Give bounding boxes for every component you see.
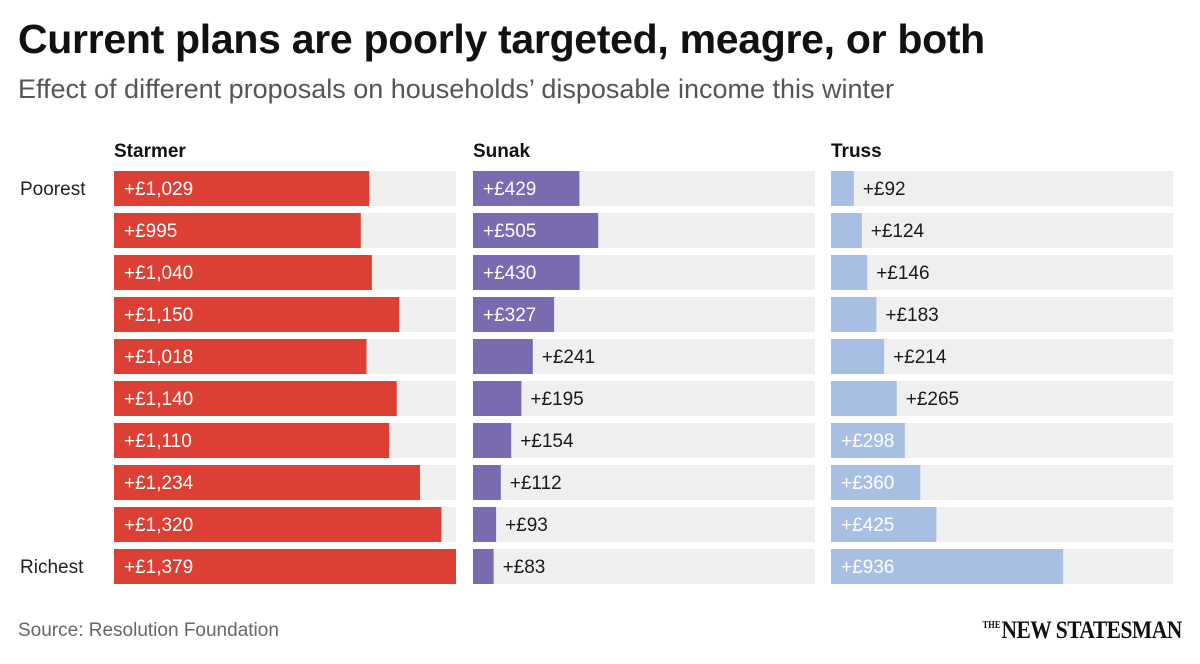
row-label: Richest xyxy=(20,557,84,578)
data-label: +£83 xyxy=(503,557,546,578)
data-label: +£1,320 xyxy=(124,515,193,536)
bar-track xyxy=(831,297,1173,332)
data-label: +£1,040 xyxy=(124,263,193,284)
panel-title-sunak: Sunak xyxy=(473,141,530,162)
data-label: +£1,150 xyxy=(124,305,193,326)
bar xyxy=(114,381,397,416)
data-label: +£93 xyxy=(505,515,548,536)
bar xyxy=(114,171,370,206)
bar xyxy=(831,297,877,332)
bar xyxy=(831,549,1064,584)
bar-track xyxy=(831,339,1173,374)
bar xyxy=(473,213,599,248)
bar xyxy=(473,297,555,332)
panel-title-starmer: Starmer xyxy=(114,141,186,162)
bar xyxy=(473,423,512,458)
data-label: +£430 xyxy=(483,263,536,284)
bar xyxy=(473,549,494,584)
data-label: +£995 xyxy=(124,221,177,242)
data-label: +£1,234 xyxy=(124,473,194,494)
bar-track xyxy=(831,171,1173,206)
data-label: +£92 xyxy=(863,179,906,200)
chart-title: Current plans are poorly targeted, meagr… xyxy=(18,16,985,62)
data-label: +£1,110 xyxy=(124,431,192,452)
data-label: +£183 xyxy=(885,305,938,326)
bar-track xyxy=(473,465,815,500)
data-label: +£429 xyxy=(483,179,536,200)
data-label: +£360 xyxy=(841,473,894,494)
bar xyxy=(831,465,921,500)
bar xyxy=(114,465,420,500)
bar xyxy=(114,423,390,458)
bar xyxy=(473,339,533,374)
bar-track xyxy=(473,507,815,542)
data-label: +£214 xyxy=(893,347,947,368)
bar-track xyxy=(473,549,815,584)
data-label: +£1,140 xyxy=(124,389,193,410)
data-label: +£1,379 xyxy=(124,557,193,578)
bar xyxy=(114,255,372,290)
chart-subtitle: Effect of different proposals on househo… xyxy=(18,74,895,104)
bar xyxy=(831,339,885,374)
bar xyxy=(831,213,862,248)
bar xyxy=(114,297,400,332)
bar xyxy=(831,171,854,206)
bar xyxy=(473,255,580,290)
data-label: +£327 xyxy=(483,305,536,326)
data-label: +£298 xyxy=(841,431,894,452)
data-label: +£112 xyxy=(510,473,562,494)
data-label: +£195 xyxy=(530,389,583,410)
bar xyxy=(831,507,937,542)
data-label: +£146 xyxy=(876,263,929,284)
bar xyxy=(114,549,456,584)
bar xyxy=(473,381,522,416)
source-note: Source: Resolution Foundation xyxy=(18,620,279,641)
bar-track xyxy=(831,213,1173,248)
data-label: +£1,029 xyxy=(124,179,193,200)
data-label: +£124 xyxy=(871,221,925,242)
bar xyxy=(114,213,361,248)
bar xyxy=(473,507,497,542)
data-label: +£265 xyxy=(906,389,959,410)
bar xyxy=(473,465,501,500)
data-label: +£154 xyxy=(520,431,574,452)
data-label: +£505 xyxy=(483,221,536,242)
bar-track xyxy=(473,381,815,416)
bar xyxy=(114,339,367,374)
data-label: +£241 xyxy=(542,347,595,368)
bar xyxy=(114,507,442,542)
bar xyxy=(473,171,580,206)
bar-track xyxy=(831,255,1173,290)
bar xyxy=(831,255,868,290)
panel-title-truss: Truss xyxy=(831,141,882,162)
data-label: +£425 xyxy=(841,515,894,536)
data-label: +£936 xyxy=(841,557,894,578)
bar xyxy=(831,423,905,458)
publisher-logo: THENEW STATESMAN xyxy=(982,617,1183,644)
bar-track xyxy=(473,423,815,458)
bar xyxy=(831,381,897,416)
data-label: +£1,018 xyxy=(124,347,193,368)
row-label: Poorest xyxy=(20,179,86,200)
